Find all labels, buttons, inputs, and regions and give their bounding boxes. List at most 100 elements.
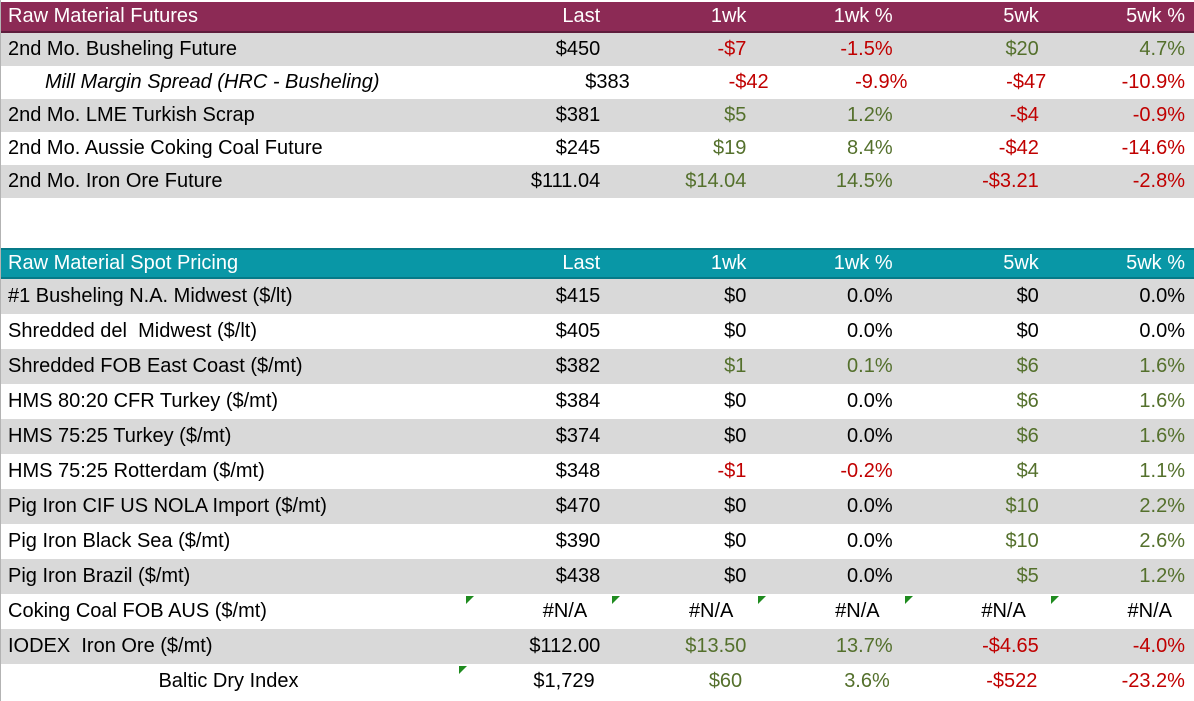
row-label: Pig Iron CIF US NOLA Import ($/mt) (8, 495, 327, 517)
cell-value: 0.0% (847, 390, 893, 412)
column-header-1wk: 1wk (710, 252, 747, 274)
value-cell: 0.0% (755, 419, 901, 454)
value-cell: $384 (463, 384, 609, 419)
row-label: Mill Margin Spread (HRC - Busheling) (45, 71, 380, 93)
cell-value: $19 (713, 137, 747, 159)
table-row: Pig Iron Black Sea ($/mt) $390 $0 0.0% $10 2.… (1, 524, 1194, 559)
error-flag-icon (1050, 596, 1059, 604)
column-header-5wk: 5wk (1003, 5, 1039, 27)
value-cell: $19 (609, 132, 755, 165)
value-cell: -$7 (609, 33, 755, 66)
value-cell: $0 (902, 314, 1048, 349)
cell-value: $0 (1016, 320, 1039, 342)
value-cell: -$3.21 (902, 165, 1048, 198)
value-cell: -4.0% (1048, 629, 1194, 664)
value-cell: 1.2% (1048, 559, 1194, 594)
cell-value: $0 (724, 425, 747, 447)
value-cell: #N/A (755, 594, 901, 629)
value-cell: $0 (609, 559, 755, 594)
value-cell: -$42 (639, 66, 778, 99)
cell-value: $382 (555, 355, 601, 377)
value-cell: $5 (902, 559, 1048, 594)
row-label: Pig Iron Black Sea ($/mt) (8, 530, 231, 552)
cell-value: $383 (585, 71, 630, 93)
error-flag-icon (904, 596, 913, 604)
table-row: HMS 75:25 Rotterdam ($/mt) $348 -$1 -0.2% $4… (1, 454, 1194, 489)
cell-value: -0.9% (1132, 104, 1186, 126)
row-label: Pig Iron Brazil ($/mt) (8, 565, 191, 587)
table-row: Baltic Dry Index $1,729 $60 3.6% -$522 -23.2% (1, 664, 1194, 699)
error-flag-icon (459, 666, 467, 674)
spot-pricing-header-row: Raw Material Spot Pricing Last 1wk 1wk %… (1, 248, 1194, 279)
value-cell: $415 (463, 279, 609, 314)
table-row: Pig Iron CIF US NOLA Import ($/mt) $470 $0… (1, 489, 1194, 524)
value-cell: 14.5% (755, 165, 901, 198)
cell-value: -$1 (717, 460, 747, 482)
cell-value: #N/A (981, 600, 1026, 622)
cell-value: 8.4% (847, 137, 893, 159)
cell-value: 0.0% (847, 425, 893, 447)
value-cell: $470 (463, 489, 609, 524)
cell-value: $111.04 (530, 170, 601, 192)
value-cell: #N/A (1048, 594, 1194, 629)
column-header-1wk: 1wk (710, 5, 747, 27)
row-label: 2nd Mo. Iron Ore Future (8, 170, 223, 192)
row-label: HMS 75:25 Turkey ($/mt) (8, 425, 232, 447)
cell-value: 3.6% (844, 670, 890, 692)
value-cell: 0.0% (755, 384, 901, 419)
cell-value: $381 (555, 104, 601, 126)
value-cell: #N/A (609, 594, 755, 629)
table-row: #1 Busheling N.A. Midwest ($/lt) $415 $0 0.… (1, 279, 1194, 314)
row-label: 2nd Mo. Aussie Coking Coal Future (8, 137, 323, 159)
value-cell: #N/A (902, 594, 1048, 629)
cell-value: $0 (724, 320, 747, 342)
value-cell: -23.2% (1046, 664, 1194, 699)
table-row: HMS 80:20 CFR Turkey ($/mt) $384 $0 0.0% $6 1… (1, 384, 1194, 419)
table-row: IODEX Iron Ore ($/mt) $112.00 $13.50 13.7% -… (1, 629, 1194, 664)
value-cell: $10 (902, 524, 1048, 559)
value-cell: -14.6% (1048, 132, 1194, 165)
cell-value: $6 (1016, 355, 1039, 377)
row-label: Shredded del Midwest ($/lt) (8, 320, 258, 342)
cell-value: 0.0% (847, 565, 893, 587)
cell-value: $20 (1005, 38, 1039, 60)
value-cell: $0 (609, 489, 755, 524)
value-cell: $382 (463, 349, 609, 384)
row-label: IODEX Iron Ore ($/mt) (8, 635, 213, 657)
value-cell: $1 (609, 349, 755, 384)
value-cell: $6 (902, 419, 1048, 454)
cell-value: #N/A (1127, 600, 1173, 622)
value-cell: $383 (500, 66, 639, 99)
table-row: 2nd Mo. LME Turkish Scrap $381 $5 1.2% -$4 -0… (1, 99, 1194, 132)
value-cell: $405 (463, 314, 609, 349)
cell-value: 2.6% (1139, 530, 1186, 552)
value-cell: $438 (463, 559, 609, 594)
value-cell: $450 (463, 33, 609, 66)
column-header-1wk-pct: 1wk % (833, 5, 893, 27)
column-header-last: Last (562, 5, 601, 27)
value-cell: -$522 (899, 664, 1047, 699)
raw-material-spot-pricing-table: Raw Material Spot Pricing Last 1wk 1wk %… (1, 248, 1194, 699)
column-header-1wk-pct: 1wk % (833, 252, 893, 274)
cell-value: $4 (1016, 460, 1039, 482)
value-cell: -1.5% (755, 33, 901, 66)
cell-value: -10.9% (1121, 71, 1185, 93)
cell-value: 1.2% (1139, 565, 1186, 587)
value-cell: 0.0% (755, 279, 901, 314)
cell-value: -$7 (717, 38, 747, 60)
spot-pricing-table-body: #1 Busheling N.A. Midwest ($/lt) $415 $0 0.… (1, 279, 1194, 699)
value-cell: $245 (463, 132, 609, 165)
cell-value: $60 (708, 670, 743, 692)
column-header-last: Last (562, 252, 601, 274)
value-cell: #N/A (463, 594, 609, 629)
section-spacer (1, 198, 1194, 248)
value-cell: $1,729 (456, 664, 604, 699)
value-cell: -0.2% (755, 454, 901, 489)
value-cell: 13.7% (755, 629, 901, 664)
value-cell: $6 (902, 349, 1048, 384)
cell-value: 4.7% (1139, 38, 1186, 60)
cell-value: $384 (555, 390, 601, 412)
row-label: 2nd Mo. Busheling Future (8, 38, 238, 60)
row-label: HMS 75:25 Rotterdam ($/mt) (8, 460, 265, 482)
